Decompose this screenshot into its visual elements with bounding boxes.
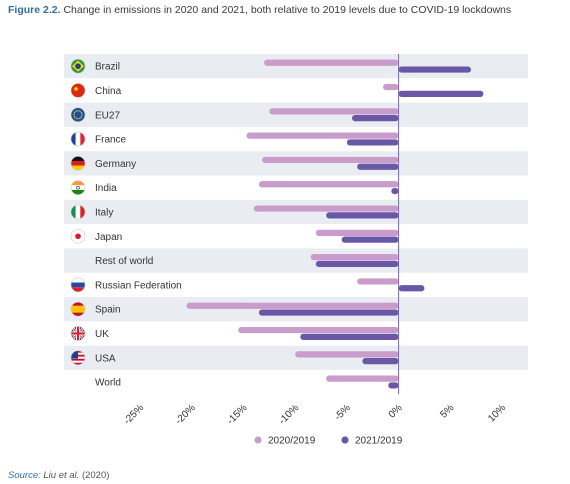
row-band: [64, 345, 528, 370]
category-label-eu27: EU27: [95, 110, 120, 121]
bar-2021-rest-of-world: [315, 260, 399, 268]
bar-2020-rest-of-world: [310, 254, 399, 261]
row-band: [64, 54, 528, 79]
bar-2021-world: [388, 382, 399, 389]
bar-2021-china: [398, 90, 484, 97]
japan-flag-icon: [70, 228, 86, 244]
category-label-france: France: [95, 135, 127, 146]
bar-2021-japan: [341, 236, 399, 243]
brazil-flag-icon: [70, 58, 86, 74]
chart-title: Figure 2.2. Change in emissions in 2020 …: [8, 4, 511, 16]
bar-2020-spain: [186, 302, 399, 309]
category-label-italy: Italy: [95, 207, 113, 218]
category-label-spain: Spain: [95, 305, 121, 316]
bar-2020-japan: [315, 229, 399, 236]
row-band: [64, 199, 528, 225]
category-label-india: India: [95, 183, 117, 194]
row-band: [64, 248, 528, 273]
category-label-japan: Japan: [95, 232, 122, 243]
category-label-rest-of-world: Rest of world: [95, 256, 153, 267]
category-label-russian-federation: Russian Federation: [95, 280, 182, 291]
legend-2020-label: 2020/2019: [268, 436, 316, 447]
bar-2020-italy: [253, 205, 399, 212]
bar-2020-india: [258, 181, 399, 188]
germany-flag-icon: [70, 156, 86, 171]
bar-2020-world: [326, 375, 399, 382]
legend-2021-marker: [341, 436, 349, 444]
bar-2020-uk: [238, 326, 399, 334]
bar-2020-china: [383, 83, 399, 91]
figure-label: Figure 2.2.: [8, 4, 61, 16]
category-label-usa: USA: [95, 353, 116, 364]
category-label-germany: Germany: [95, 159, 136, 170]
category-label-world: World: [95, 378, 121, 389]
legend-2021-label: 2021/2019: [355, 436, 403, 447]
bar-2021-germany: [357, 163, 399, 170]
source-note: Source: Liu et al. (2020): [8, 470, 109, 481]
source-authors: Liu et al.: [43, 470, 80, 481]
bar-2020-eu27: [269, 108, 399, 115]
x-tick-label: 10%: [486, 402, 508, 424]
row-band: [64, 151, 528, 176]
category-label-brazil: Brazil: [95, 62, 120, 73]
uk-flag-icon: [70, 326, 86, 341]
source-year: (2020): [81, 470, 110, 481]
bar-2021-brazil: [398, 66, 471, 73]
x-tick-label: 5%: [438, 402, 456, 420]
x-tick-label: -10%: [277, 402, 301, 426]
bar-2021-russian-federation: [398, 285, 425, 292]
legend-2020: 2020/2019: [254, 436, 316, 447]
bar-2020-germany: [262, 156, 399, 164]
category-label-china: China: [95, 86, 122, 97]
bar-2021-usa: [362, 358, 399, 365]
x-tick-label: 0%: [387, 402, 405, 420]
italy-flag-icon: [70, 204, 86, 220]
bar-2021-france: [346, 139, 399, 146]
row-band: [64, 297, 528, 322]
bar-2021-india: [391, 187, 399, 195]
bar-2020-france: [246, 132, 399, 139]
x-tick-label: -15%: [225, 402, 249, 426]
x-tick-label: -20%: [174, 402, 198, 426]
usa-flag-icon: [70, 350, 86, 366]
china-flag-icon: [70, 83, 86, 98]
bar-2021-eu27: [352, 115, 399, 122]
spain-flag-icon: [70, 301, 86, 317]
eu-flag-icon: [70, 107, 86, 123]
india-flag-icon: [70, 180, 86, 195]
x-tick-label: -25%: [122, 402, 146, 426]
bar-2021-uk: [300, 333, 399, 340]
legend-2021: 2021/2019: [341, 436, 403, 447]
bar-2021-spain: [258, 309, 399, 316]
row-band: [64, 102, 528, 127]
bar-2021-italy: [326, 212, 399, 219]
bar-2020-usa: [295, 351, 399, 358]
legend-2020-marker: [254, 436, 262, 444]
russia-flag-icon: [70, 277, 86, 293]
source-label: Source:: [8, 470, 41, 481]
france-flag-icon: [70, 131, 86, 147]
x-tick-label: -5%: [333, 402, 353, 422]
title-text: Change in emissions in 2020 and 2021, bo…: [63, 4, 512, 16]
bar-2020-russian-federation: [357, 278, 399, 285]
category-label-uk: UK: [95, 329, 109, 340]
bar-2020-brazil: [264, 59, 399, 66]
